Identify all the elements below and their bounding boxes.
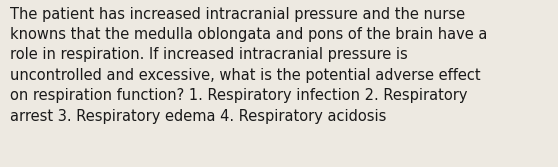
Text: The patient has increased intracranial pressure and the nurse
knowns that the me: The patient has increased intracranial p… xyxy=(10,7,488,124)
